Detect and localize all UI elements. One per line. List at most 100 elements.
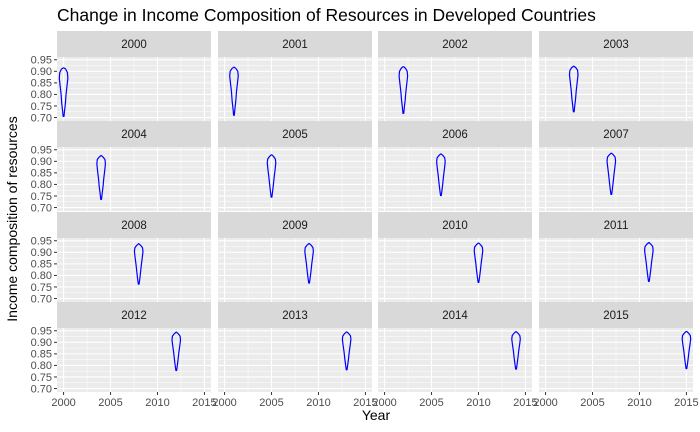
facet-panel-2008: 2008 [57, 212, 211, 302]
y-tick-label: 0.70 [31, 202, 52, 214]
facet-panel-2002: 2002 [378, 31, 532, 121]
x-tick-label: 2015 [192, 397, 216, 409]
x-tick-label: 2005 [419, 397, 443, 409]
facet-strip-label: 2001 [282, 39, 308, 51]
violin-2006 [436, 153, 446, 197]
violin-2012 [171, 331, 182, 372]
facet-panel-2004: 2004 [57, 121, 211, 211]
x-tick-label: 2005 [98, 397, 122, 409]
x-tick-label: 2000 [372, 397, 396, 409]
y-tick-label: 0.70 [31, 383, 52, 395]
facet-strip-label: 2008 [121, 220, 147, 232]
y-tick-label: 0.70 [31, 112, 52, 124]
y-tick-label: 0.85 [31, 259, 52, 271]
facet-strip [57, 121, 211, 147]
facet-strip-label: 2002 [442, 39, 468, 51]
chart-title: Change in Income Composition of Resource… [57, 5, 596, 25]
facet-panel-2005: 2005 [218, 121, 372, 211]
facet-strip [218, 212, 372, 238]
y-tick-label: 0.90 [31, 66, 52, 78]
violin-2011 [643, 242, 654, 283]
facet-panel-2014: 2014 [378, 302, 532, 392]
x-tick-label: 2015 [674, 397, 698, 409]
x-axis-title: Year [362, 407, 391, 423]
violin-2010 [473, 242, 484, 283]
y-tick-label: 0.95 [31, 145, 52, 157]
facet-strip [57, 302, 211, 328]
y-tick-label: 0.90 [31, 247, 52, 259]
facet-panel-2006: 2006 [378, 121, 532, 211]
facet-panel-2001: 2001 [218, 31, 372, 121]
violin-2008 [133, 243, 144, 285]
facet-panel-2010: 2010 [378, 212, 532, 302]
facet-strip-label: 2007 [603, 129, 629, 141]
violin-2000 [58, 67, 69, 117]
facet-panel-2015: 2015 [539, 302, 693, 392]
x-tick-label: 2005 [259, 397, 283, 409]
y-tick-label: 0.80 [31, 89, 52, 101]
y-tick-label: 0.90 [31, 156, 52, 168]
facet-panel-2009: 2009 [218, 212, 372, 302]
y-tick-label: 0.85 [31, 78, 52, 90]
x-tick-label: 2010 [627, 397, 651, 409]
facet-strip-label: 2004 [121, 129, 147, 141]
violin-2007 [606, 152, 617, 195]
facet-panel-2012: 2012 [57, 302, 211, 392]
facet-panel-2003: 2003 [539, 31, 693, 121]
facet-strip-label: 2010 [442, 220, 468, 232]
facet-strip [378, 212, 532, 238]
y-tick-label: 0.80 [31, 360, 52, 372]
x-tick-label: 2010 [466, 397, 490, 409]
facet-panels: 2000 2001 2002 2003 2004 2005 2006 2007 2008 2009… [57, 31, 693, 392]
violin-2014 [511, 331, 521, 370]
facet-strip-label: 2006 [442, 129, 468, 141]
y-tick-label: 0.85 [31, 168, 52, 180]
x-tick-label: 2010 [306, 397, 330, 409]
facet-strip-label: 2015 [603, 310, 629, 322]
x-tick-label: 2000 [212, 397, 236, 409]
facet-strip-label: 2000 [121, 39, 147, 51]
facet-strip-label: 2014 [442, 310, 468, 322]
facet-strip [378, 31, 532, 57]
x-tick-label: 2000 [51, 397, 75, 409]
y-axes: 0.700.750.800.850.900.950.700.750.800.85… [31, 55, 57, 395]
facet-strip [218, 31, 372, 57]
y-tick-label: 0.95 [31, 326, 52, 338]
y-tick-label: 0.75 [31, 191, 52, 203]
y-tick-label: 0.75 [31, 101, 52, 113]
violin-2003 [568, 65, 579, 113]
facet-strip [57, 212, 211, 238]
violin-2002 [398, 66, 409, 114]
facet-strip [539, 302, 693, 328]
facet-strip [378, 121, 532, 147]
facet-strip-label: 2013 [282, 310, 308, 322]
facet-strip-label: 2012 [121, 310, 147, 322]
violin-2004 [96, 154, 107, 201]
x-tick-label: 2015 [353, 397, 377, 409]
x-tick-label: 2010 [145, 397, 169, 409]
violin-2009 [304, 242, 314, 284]
facet-strip [218, 302, 372, 328]
violin-2015 [681, 330, 692, 370]
violin-2005 [266, 154, 277, 198]
y-tick-label: 0.80 [31, 270, 52, 282]
y-tick-label: 0.80 [31, 179, 52, 191]
facet-strip [539, 212, 693, 238]
y-tick-label: 0.75 [31, 372, 52, 384]
y-tick-label: 0.95 [31, 236, 52, 248]
facet-panel-2000: 2000 [57, 31, 211, 121]
y-tick-label: 0.75 [31, 282, 52, 294]
facet-strip [539, 31, 693, 57]
facet-strip [218, 121, 372, 147]
facet-panel-2013: 2013 [218, 302, 372, 392]
x-tick-label: 2015 [513, 397, 537, 409]
facet-strip [378, 302, 532, 328]
y-tick-label: 0.95 [31, 55, 52, 67]
y-tick-label: 0.85 [31, 349, 52, 361]
facet-strip-label: 2009 [282, 220, 308, 232]
violin-2001 [229, 66, 239, 116]
facet-panel-2007: 2007 [539, 121, 693, 211]
facet-strip-label: 2011 [604, 220, 629, 232]
